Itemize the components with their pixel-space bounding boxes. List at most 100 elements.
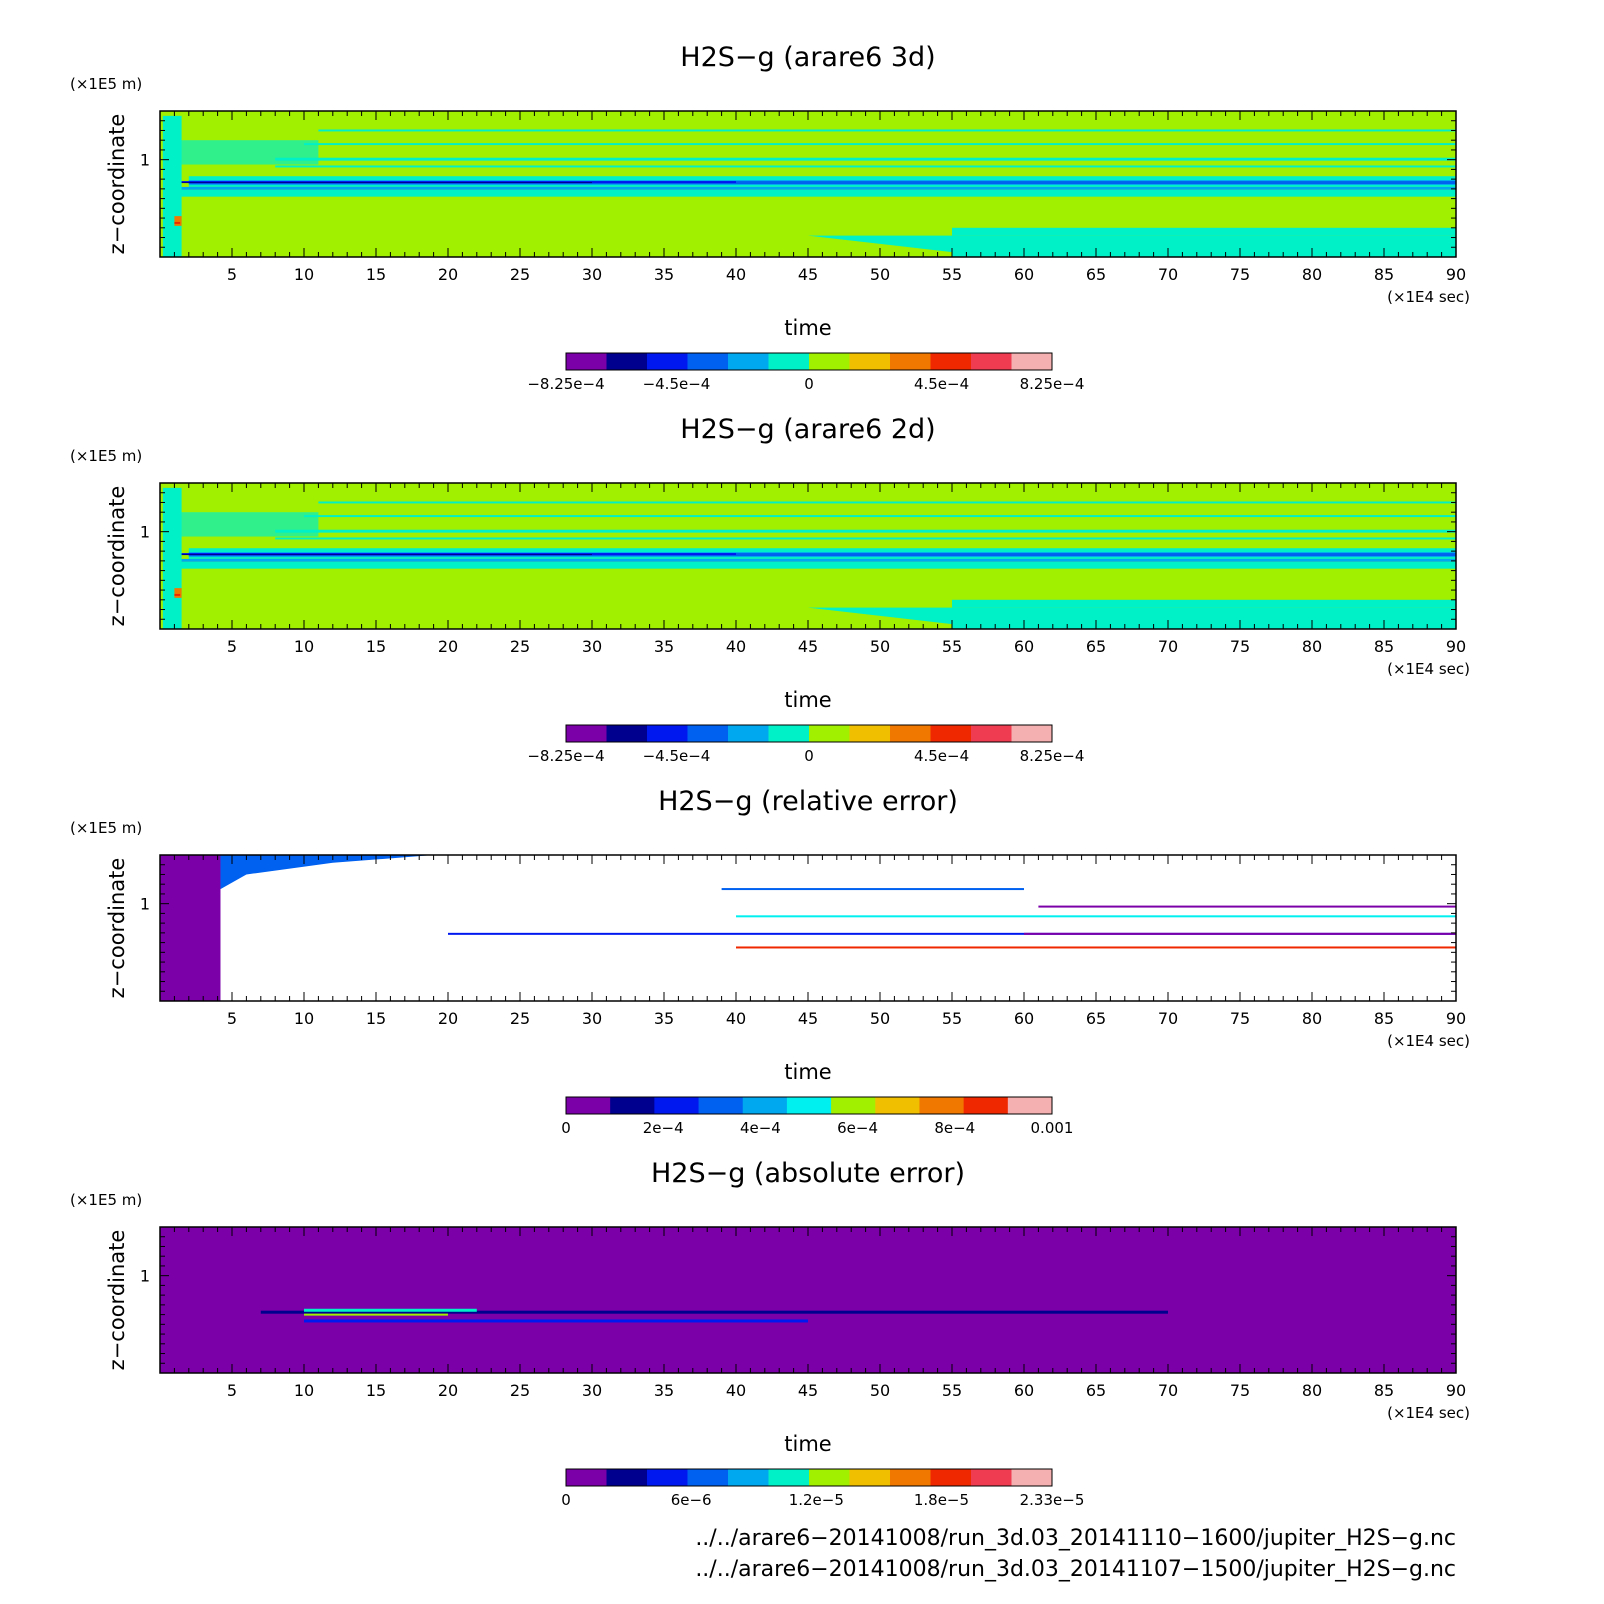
colorbar-tick-label: 2e−4	[643, 1119, 684, 1137]
x-tick-label: 75	[1230, 1381, 1250, 1400]
field-band	[808, 235, 1456, 257]
x-tick-label: 5	[227, 637, 237, 656]
x-tick-label: 40	[726, 1381, 746, 1400]
field-background	[160, 1227, 1456, 1373]
x-tick-label: 20	[438, 637, 458, 656]
colorbar-swatch	[742, 1097, 788, 1114]
colorbar-swatch	[768, 353, 810, 370]
field-band	[220, 855, 434, 890]
colorbar-swatch	[890, 353, 931, 370]
x-tick-label: 40	[726, 265, 746, 284]
colorbar: −8.25e−4 −4.5e−4 0 4.5e−4 8.25e−4	[527, 352, 1084, 393]
colorbar-swatch	[963, 1097, 1009, 1114]
field-band	[952, 227, 1456, 236]
x-tick-label: 45	[798, 1381, 818, 1400]
x-tick-label: 75	[1230, 1009, 1250, 1028]
x-tick-label: 10	[294, 1381, 314, 1400]
panel-1: H2S−g (arare6 3d)(×1E5 m)5 10 15 20 25 30 35 40…	[70, 42, 1470, 393]
colorbar-swatch	[698, 1097, 744, 1114]
x-tick-label: 80	[1302, 1009, 1322, 1028]
x-tick-label: 15	[366, 637, 386, 656]
colorbar-frame	[565, 352, 1053, 371]
colorbar-tick-label: 8.25e−4	[1020, 747, 1085, 765]
colorbar-tick-label: 6e−4	[837, 1119, 878, 1137]
footer-file-path-2: ../../arare6−20141008/run_3d.03_20141107…	[695, 1557, 1456, 1582]
x-tick-label: 70	[1158, 637, 1178, 656]
field-band	[260, 1310, 1168, 1314]
colorbar-swatch	[875, 1097, 920, 1114]
colorbar-swatch	[687, 353, 729, 370]
y-axis-label: z−coordinate	[105, 1230, 129, 1371]
x-tick-label: 65	[1086, 637, 1106, 656]
x-unit-label: (×1E4 sec)	[1387, 288, 1470, 306]
field-band	[162, 487, 182, 629]
field-band	[162, 115, 182, 257]
x-tick-label: 20	[438, 1009, 458, 1028]
colorbar-swatch	[610, 1097, 655, 1114]
x-tick-label: 90	[1446, 1381, 1466, 1400]
field-band	[736, 946, 1456, 949]
colorbar-swatch	[930, 1469, 972, 1486]
colorbar-swatch	[728, 353, 769, 370]
field-band	[275, 537, 1457, 540]
x-tick-label: 30	[582, 1381, 602, 1400]
x-tick-label: 90	[1446, 265, 1466, 284]
x-tick-label: 10	[294, 265, 314, 284]
x-tick-label: 5	[227, 1009, 237, 1028]
panel-title: H2S−g (arare6 2d)	[680, 414, 935, 445]
field-band	[275, 165, 1457, 168]
x-tick-label: 55	[942, 265, 962, 284]
x-tick-label: 55	[942, 1381, 962, 1400]
y-tick-label: 1	[140, 1267, 150, 1286]
field-background	[160, 855, 1456, 1001]
colorbar-swatch	[768, 725, 810, 742]
x-tick-label: 50	[870, 1009, 890, 1028]
x-tick-label: 80	[1302, 1381, 1322, 1400]
x-tick-label: 15	[366, 1381, 386, 1400]
field-band	[304, 1308, 477, 1312]
x-tick-label: 60	[1014, 637, 1034, 656]
colorbar-swatch	[647, 353, 688, 370]
x-tick-label: 75	[1230, 637, 1250, 656]
y-tick-label: 1	[140, 523, 150, 542]
colorbar-tick-label: 4e−4	[740, 1119, 781, 1137]
x-tick-label: 40	[726, 637, 746, 656]
colorbar-swatch	[606, 725, 648, 742]
colorbar-tick-label: 2.33e−5	[1020, 1491, 1085, 1509]
x-axis-label: time	[784, 1060, 831, 1084]
colorbar: 0 2e−4 4e−4 6e−4 8e−4 0.001	[561, 1096, 1073, 1137]
colorbar-swatch	[809, 1469, 850, 1486]
y-unit-label: (×1E5 m)	[70, 1191, 142, 1209]
x-tick-label: 60	[1014, 1009, 1034, 1028]
x-axis-label: time	[784, 1432, 831, 1456]
x-tick-label: 85	[1374, 1381, 1394, 1400]
panel-title: H2S−g (relative error)	[658, 786, 958, 817]
x-axis-label: time	[784, 316, 831, 340]
colorbar-tick-label: −4.5e−4	[643, 747, 711, 765]
colorbar-swatch	[647, 725, 688, 742]
field-band	[162, 512, 319, 537]
field-band	[304, 1319, 808, 1323]
colorbar-frame	[565, 1096, 1053, 1115]
x-tick-label: 15	[366, 1009, 386, 1028]
colorbar-swatch	[1011, 353, 1053, 370]
colorbar-swatch	[728, 1469, 769, 1486]
x-tick-label: 5	[227, 265, 237, 284]
x-tick-label: 15	[366, 265, 386, 284]
x-tick-label: 65	[1086, 265, 1106, 284]
x-tick-label: 60	[1014, 1381, 1034, 1400]
heatmap-field	[160, 111, 1457, 257]
panel-4: H2S−g (absolute error)(×1E5 m)5 10 15 20 25 3…	[70, 1158, 1470, 1509]
x-unit-label: (×1E4 sec)	[1387, 660, 1470, 678]
x-axis-label: time	[784, 688, 831, 712]
x-tick-label: 30	[582, 265, 602, 284]
colorbar-swatch	[566, 725, 607, 742]
colorbar-swatch	[971, 725, 1012, 742]
colorbar-swatch	[1011, 1469, 1053, 1486]
field-band	[160, 855, 221, 1001]
y-tick-label: 1	[140, 895, 150, 914]
x-tick-label: 70	[1158, 265, 1178, 284]
x-tick-label: 35	[654, 265, 674, 284]
field-band	[808, 607, 1456, 629]
field-band	[275, 157, 1457, 161]
